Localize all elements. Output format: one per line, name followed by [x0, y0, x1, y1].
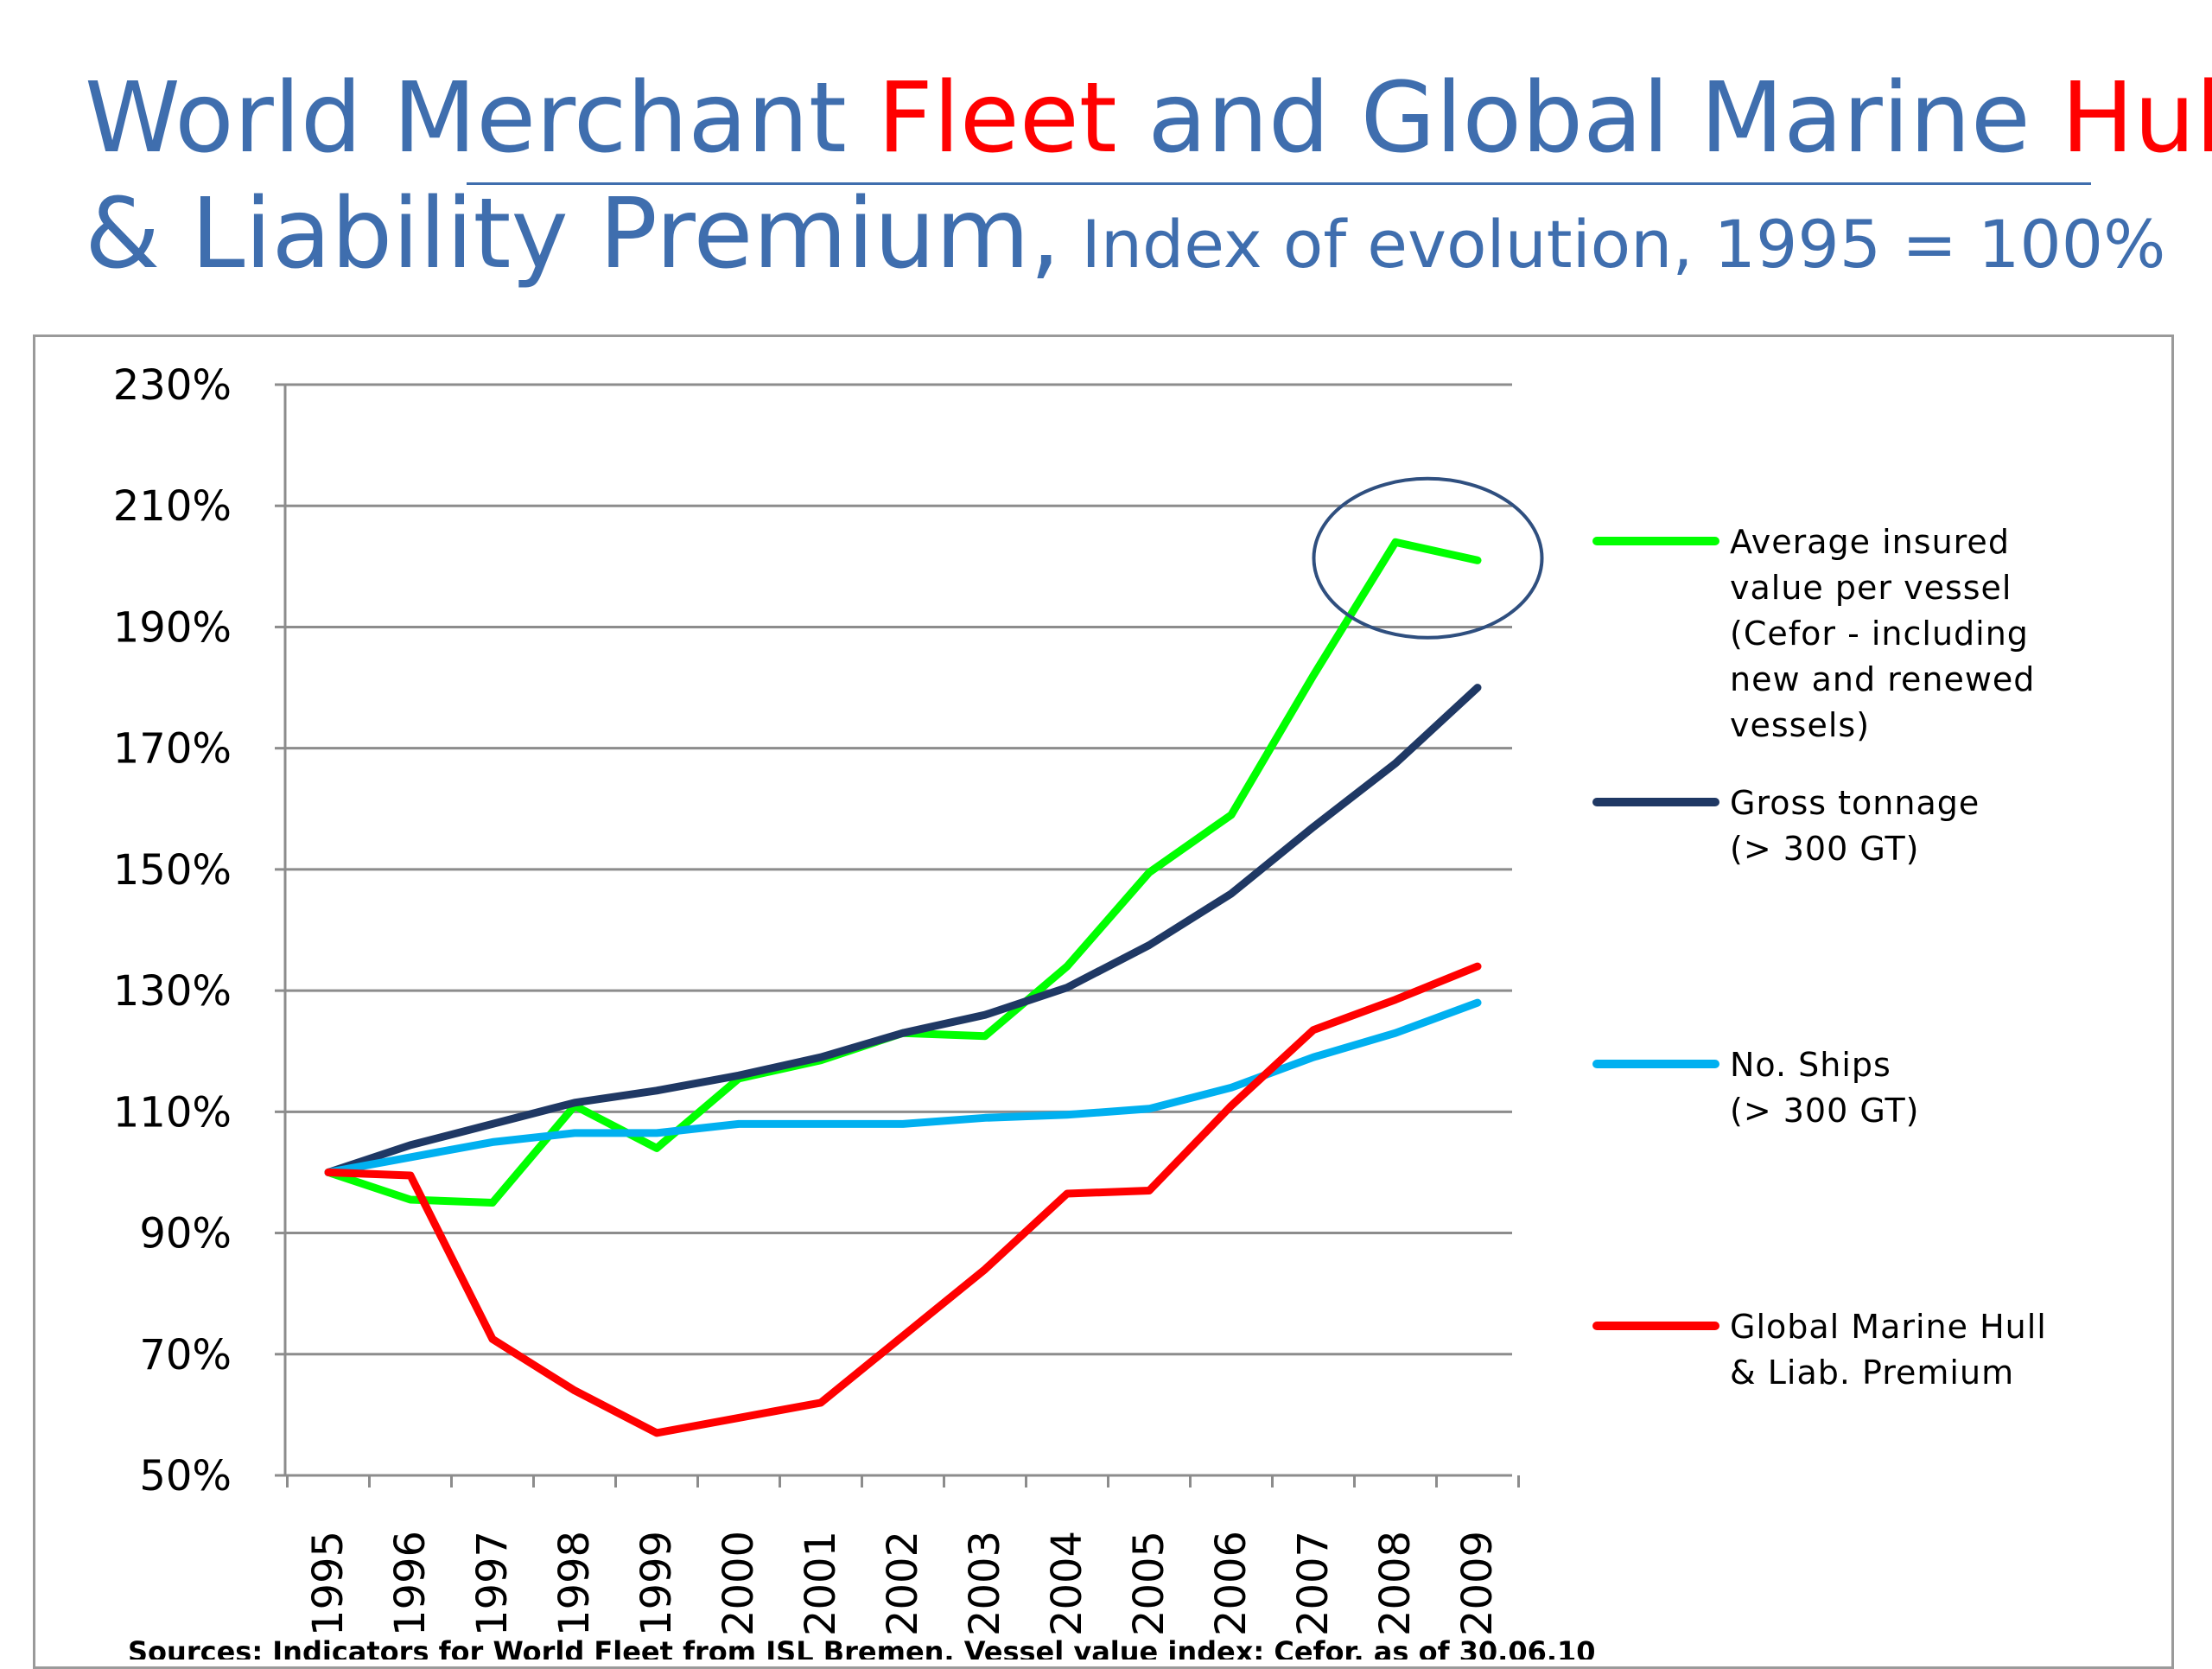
legend-label: vessels) — [1730, 706, 1870, 744]
legend-label: new and renewed — [1730, 660, 2035, 698]
chart-title: World Merchant Fleet and Global Marine H… — [85, 61, 2212, 293]
title-line-2: & Liability Premium, Index of evolution,… — [85, 176, 2165, 292]
y-tick-label: 70% — [139, 1331, 232, 1379]
y-tick-label: 90% — [139, 1210, 232, 1258]
legend-label: Gross tonnage — [1730, 784, 1980, 822]
x-tick-label: 2005 — [1125, 1531, 1173, 1636]
highlight-ellipse — [1312, 476, 1544, 640]
legend: Average insured value per vessel (Cefor - … — [1592, 523, 2047, 1392]
title-line-1: World Merchant Fleet and Global Marine H… — [85, 61, 2212, 176]
y-tick-label: 110% — [113, 1088, 232, 1137]
title-text-3: & Liability Premium, — [85, 178, 1061, 291]
series — [324, 538, 1482, 1437]
x-tick-label: 2009 — [1453, 1531, 1502, 1636]
legend-label: Average insured — [1730, 523, 2010, 561]
series-line — [324, 684, 1482, 1176]
y-tick-label: 190% — [113, 603, 232, 652]
y-tick-label: 50% — [139, 1452, 232, 1500]
y-tick-label: 150% — [113, 846, 232, 895]
annotations — [1312, 476, 1544, 640]
x-tick-label: 2001 — [797, 1531, 845, 1636]
title-underline — [467, 182, 2091, 185]
x-tick-label: 2007 — [1289, 1531, 1338, 1636]
title-highlight-fleet: Fleet — [877, 62, 1117, 175]
series-line — [324, 538, 1482, 1207]
chart-subtitle: Index of evolution, 1995 = 100% — [1060, 206, 2166, 283]
series-line — [324, 998, 1482, 1176]
title-highlight-hull: Hull — [2061, 62, 2212, 175]
title-text-2: and Global Marine — [1116, 62, 2062, 175]
x-tick-label: 2002 — [879, 1531, 927, 1636]
legend-label: & Liab. Premium — [1730, 1354, 2014, 1392]
x-tick-label: 2008 — [1371, 1531, 1420, 1636]
legend-label: No. Ships — [1730, 1046, 1891, 1084]
legend-label: (> 300 GT) — [1730, 830, 1919, 868]
y-tick-label: 170% — [113, 725, 232, 774]
x-tick-label: 1998 — [550, 1531, 599, 1636]
x-tick-label: 2006 — [1207, 1531, 1255, 1636]
y-tick-label: 130% — [113, 967, 232, 1016]
x-tick-label: 2004 — [1043, 1531, 1091, 1636]
source-note: Sources: Indicators for World Fleet from… — [128, 1635, 1596, 1659]
y-tick-label: 230% — [113, 361, 232, 410]
y-tick-label: 210% — [113, 482, 232, 531]
x-tick-label: 2000 — [715, 1531, 763, 1636]
legend-label: (> 300 GT) — [1730, 1092, 1919, 1130]
title-text-1: World Merchant — [85, 62, 878, 175]
x-tick-label: 1996 — [386, 1531, 435, 1636]
x-tick-label: 1997 — [468, 1531, 517, 1636]
legend-label: value per vessel — [1730, 569, 2012, 607]
legend-label: (Cefor - including — [1730, 615, 2029, 653]
axes: 230% 210% 190% 170% 150% 130% 110% 90% 70% 50% 199… — [113, 361, 1520, 1636]
x-tick-label: 1995 — [304, 1531, 353, 1636]
x-tick-label: 1999 — [632, 1531, 681, 1636]
x-tick-label: 2003 — [961, 1531, 1009, 1636]
legend-label: Global Marine Hull — [1730, 1308, 2047, 1346]
grid — [285, 383, 1512, 1356]
series-line — [324, 962, 1482, 1437]
